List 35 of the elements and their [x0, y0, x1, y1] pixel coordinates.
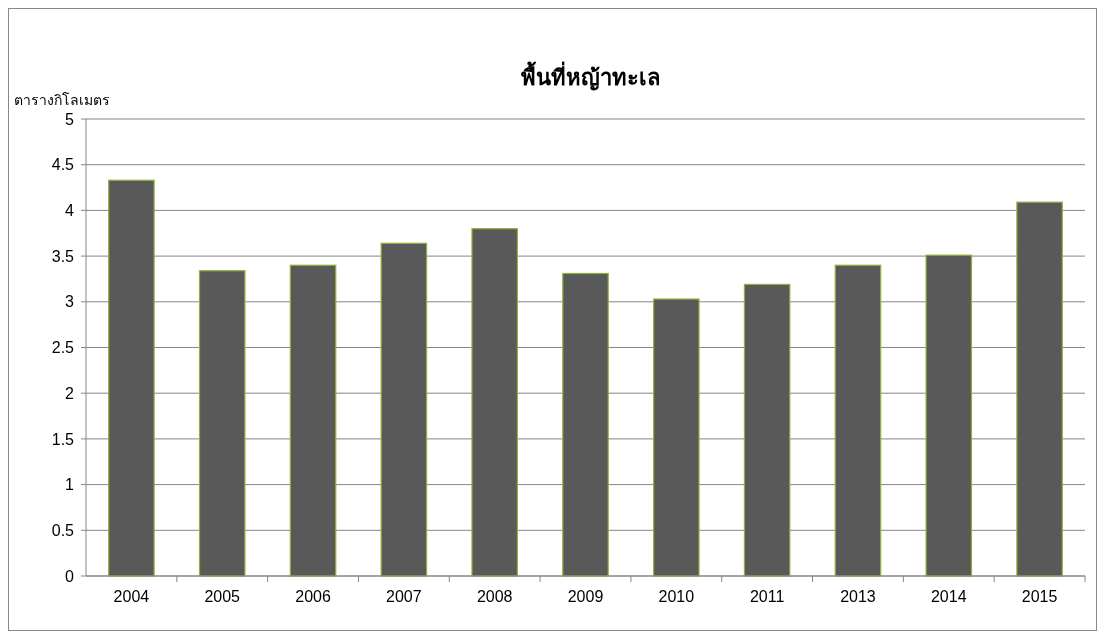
x-tick-label: 2008 — [476, 588, 513, 605]
bar — [380, 242, 428, 577]
x-tick-label: 2014 — [930, 588, 967, 605]
x-tick-label: 2007 — [386, 588, 422, 605]
bar — [925, 254, 973, 577]
bar — [471, 228, 518, 577]
y-tick-label: 3.5 — [51, 247, 75, 265]
y-tick-label: 5 — [65, 110, 75, 128]
x-tick-label: 2009 — [567, 588, 604, 605]
bar — [1016, 201, 1063, 577]
y-tick-label: 0 — [65, 567, 75, 585]
y-axis-title: ตารางกิโลเมตร — [14, 92, 110, 108]
bar — [562, 272, 609, 577]
x-tick-label: 2010 — [658, 588, 695, 605]
x-tick-label: 2005 — [204, 588, 241, 605]
y-tick-label: 4 — [65, 202, 75, 219]
bar — [743, 283, 791, 577]
y-tick-label: 0.5 — [51, 521, 75, 539]
bar — [108, 179, 155, 577]
chart-title: พื้นที่หญ้าทะเล — [521, 61, 660, 91]
y-tick-label: 2 — [65, 384, 75, 402]
x-tick-label: 2006 — [295, 588, 331, 605]
bar — [289, 264, 337, 577]
y-tick-label: 3 — [65, 293, 75, 311]
y-tick-label: 1.5 — [51, 430, 75, 448]
x-tick-label: 2011 — [749, 588, 785, 605]
bar — [198, 270, 246, 577]
x-tick-label: 2004 — [113, 588, 150, 605]
x-tick-label: 2013 — [840, 588, 876, 605]
bar — [653, 298, 700, 577]
y-tick-label: 2.5 — [51, 339, 75, 357]
x-tick-label: 2015 — [1021, 588, 1058, 605]
y-tick-label: 4.5 — [51, 156, 75, 174]
bar — [834, 264, 882, 577]
y-tick-label: 1 — [65, 476, 75, 494]
